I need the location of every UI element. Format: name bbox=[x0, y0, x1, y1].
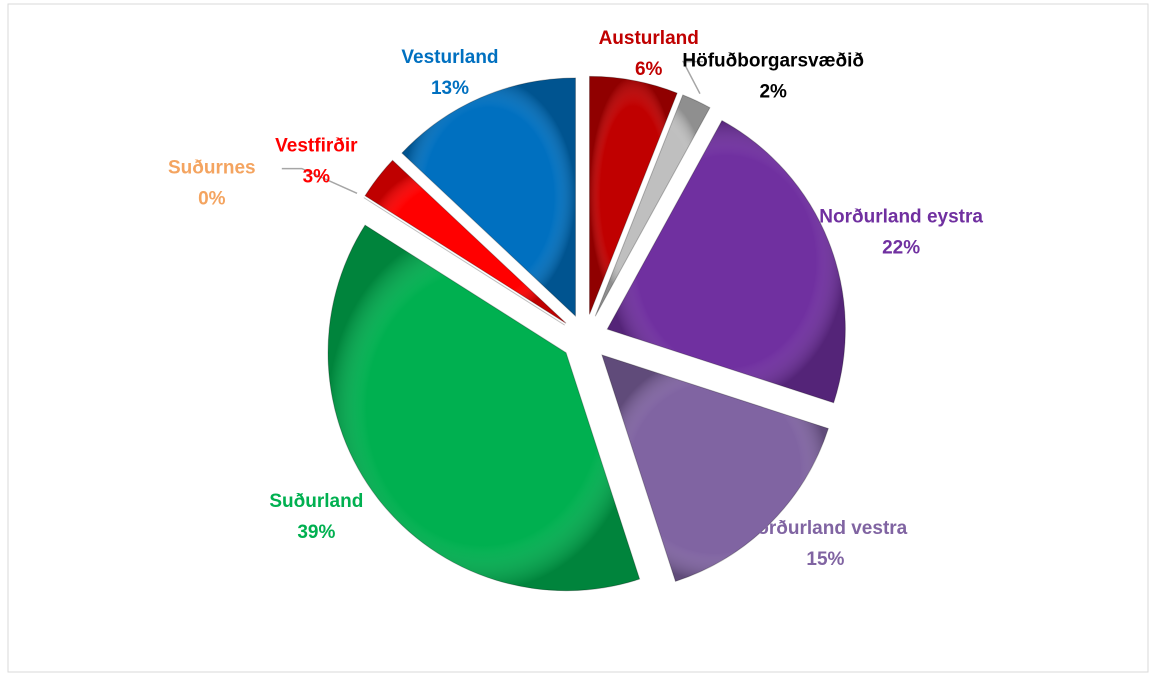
leader-line bbox=[681, 60, 704, 95]
slice-value-label: 13% bbox=[431, 78, 469, 99]
slice-label: Höfuðborgarsvæðið bbox=[682, 51, 864, 72]
slice-label: Austurland bbox=[599, 28, 699, 49]
slice-value-label: 39% bbox=[297, 522, 335, 543]
slice-value-label: 2% bbox=[759, 82, 787, 103]
slice-value-label: 0% bbox=[198, 189, 226, 210]
slice-label: Norðurland vestra bbox=[744, 518, 908, 539]
slice-label: Norðurland eystra bbox=[819, 206, 983, 227]
frame bbox=[7, 3, 1149, 673]
slice-value-label: 3% bbox=[303, 166, 331, 187]
slice-label: Vesturland bbox=[401, 47, 498, 68]
slice-label: Suðurland bbox=[269, 491, 363, 512]
slice-value-label: 22% bbox=[882, 237, 920, 258]
slice-value-label: 6% bbox=[635, 59, 663, 80]
leader-line bbox=[281, 167, 358, 195]
slice-value-label: 15% bbox=[806, 549, 844, 570]
slice-label: Suðurnes bbox=[168, 158, 256, 179]
slice-label: Vestfirðir bbox=[275, 135, 358, 156]
